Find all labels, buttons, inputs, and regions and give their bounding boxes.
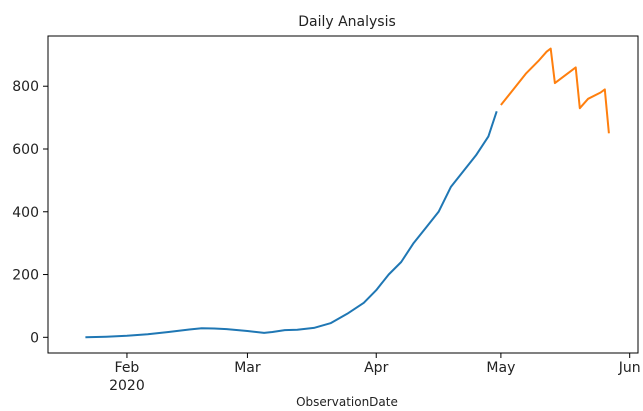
x-axis-label: ObservationDate bbox=[296, 395, 398, 409]
x-tick-label: Apr bbox=[364, 360, 388, 376]
chart-title: Daily Analysis bbox=[298, 14, 396, 30]
x-axis: Feb 2020 Mar Apr May Jun bbox=[109, 353, 641, 394]
x-tick-label: Feb bbox=[115, 360, 140, 376]
x-tick-sublabel: 2020 bbox=[109, 378, 145, 394]
plot-area bbox=[85, 47, 610, 339]
y-tick-label: 600 bbox=[12, 142, 39, 158]
y-tick-label: 400 bbox=[12, 205, 39, 221]
y-tick-label: 0 bbox=[30, 330, 39, 346]
x-tick-label: May bbox=[486, 360, 515, 376]
x-tick-label: Mar bbox=[234, 360, 261, 376]
y-tick-label: 200 bbox=[12, 268, 39, 284]
x-tick-label: Jun bbox=[618, 360, 641, 376]
y-axis: 0 200 400 600 800 bbox=[12, 79, 48, 346]
y-tick-label: 800 bbox=[12, 79, 39, 95]
plot-frame bbox=[47, 35, 639, 354]
series-line-1 bbox=[85, 110, 498, 339]
series-line-2 bbox=[500, 47, 610, 134]
